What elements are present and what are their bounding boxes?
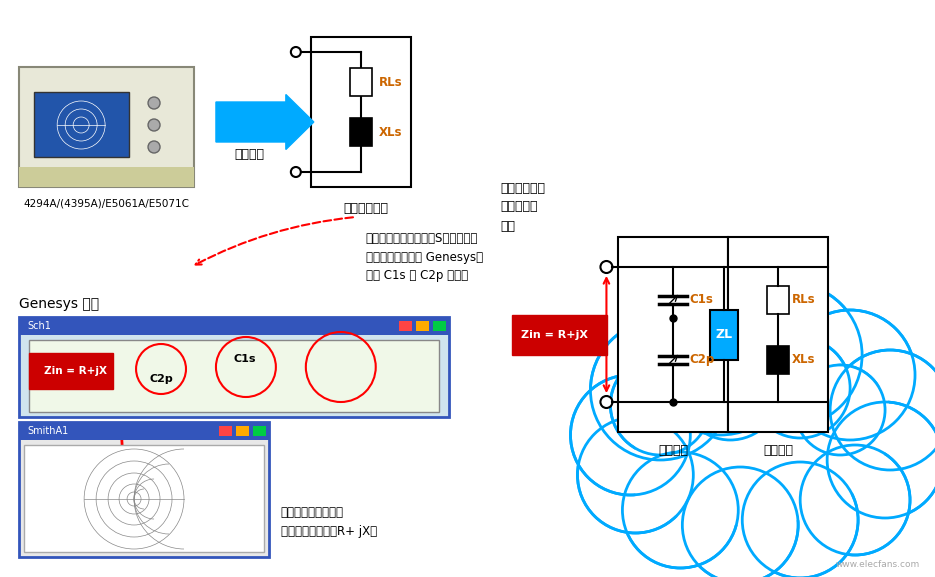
Bar xyxy=(236,426,249,436)
Circle shape xyxy=(750,338,850,438)
Text: 实际测量结果
的环路天线
文件: 实际测量结果 的环路天线 文件 xyxy=(500,182,546,233)
Text: Zin = R+jX: Zin = R+jX xyxy=(521,329,587,339)
Bar xyxy=(24,445,264,552)
Circle shape xyxy=(795,365,885,455)
Text: 可以仿真天线与匹配
电路耦合时的阻抗R+ jX。: 可以仿真天线与匹配 电路耦合时的阻抗R+ jX。 xyxy=(280,506,377,538)
Circle shape xyxy=(291,167,301,177)
Text: 天线线圈: 天线线圈 xyxy=(763,444,793,457)
Text: Genesys 屏幕: Genesys 屏幕 xyxy=(20,297,99,311)
Circle shape xyxy=(591,320,730,460)
Bar xyxy=(728,237,828,432)
Circle shape xyxy=(611,355,711,455)
Circle shape xyxy=(827,402,935,518)
Circle shape xyxy=(600,396,612,408)
Bar xyxy=(20,422,269,440)
Text: C2p: C2p xyxy=(149,374,173,384)
Bar xyxy=(768,286,789,313)
Circle shape xyxy=(600,261,612,273)
Bar xyxy=(416,321,428,331)
Bar xyxy=(350,118,372,146)
Circle shape xyxy=(291,47,301,57)
Text: 实际测量: 实际测量 xyxy=(234,148,264,162)
Text: XLs: XLs xyxy=(792,353,815,366)
Bar xyxy=(20,317,449,335)
Circle shape xyxy=(623,452,739,568)
Bar xyxy=(20,317,449,417)
Circle shape xyxy=(683,467,798,577)
Bar xyxy=(219,426,232,436)
Bar xyxy=(252,426,266,436)
Text: C2p: C2p xyxy=(689,353,714,366)
Text: RLs: RLs xyxy=(792,293,816,306)
Circle shape xyxy=(830,350,935,470)
Bar xyxy=(20,167,194,187)
FancyBboxPatch shape xyxy=(29,353,113,389)
Circle shape xyxy=(578,417,694,533)
Text: ZL: ZL xyxy=(715,328,733,341)
Bar xyxy=(35,92,129,157)
Bar xyxy=(711,309,739,359)
Bar xyxy=(618,237,728,432)
Bar xyxy=(768,346,789,373)
Bar xyxy=(398,321,411,331)
Text: 天线线圈本身: 天线线圈本身 xyxy=(343,202,388,215)
Text: RLs: RLs xyxy=(379,76,402,88)
Text: 一旦天线线圈自行完成S参数测量，
便将测量结果导入 Genesys，
用于 C1s 和 C2p 调谐。: 一旦天线线圈自行完成S参数测量， 便将测量结果导入 Genesys， 用于 C1… xyxy=(366,231,482,283)
Bar xyxy=(350,68,372,96)
Circle shape xyxy=(800,445,910,555)
Circle shape xyxy=(570,375,690,495)
Circle shape xyxy=(148,119,160,131)
Text: SmithA1: SmithA1 xyxy=(27,426,68,436)
Circle shape xyxy=(148,141,160,153)
FancyArrow shape xyxy=(216,95,314,149)
Bar xyxy=(433,321,446,331)
Circle shape xyxy=(148,97,160,109)
Circle shape xyxy=(785,310,915,440)
Text: 匹配电路: 匹配电路 xyxy=(658,444,688,457)
Text: Sch1: Sch1 xyxy=(27,321,51,331)
Polygon shape xyxy=(636,358,895,525)
Text: C1s: C1s xyxy=(689,293,713,306)
Circle shape xyxy=(742,462,858,577)
Bar xyxy=(29,340,439,412)
Text: www.elecfans.com: www.elecfans.com xyxy=(836,560,920,569)
Bar xyxy=(310,37,410,187)
Circle shape xyxy=(681,340,780,440)
Circle shape xyxy=(718,283,862,427)
Bar xyxy=(20,67,194,187)
Text: XLs: XLs xyxy=(379,126,402,138)
Text: Zin = R+jX: Zin = R+jX xyxy=(44,366,108,376)
Text: 4294A/(4395A)/E5061A/E5071C: 4294A/(4395A)/E5061A/E5071C xyxy=(23,199,190,209)
Circle shape xyxy=(645,285,795,435)
Bar xyxy=(20,422,269,557)
FancyBboxPatch shape xyxy=(511,314,608,354)
Text: C1s: C1s xyxy=(234,354,256,364)
